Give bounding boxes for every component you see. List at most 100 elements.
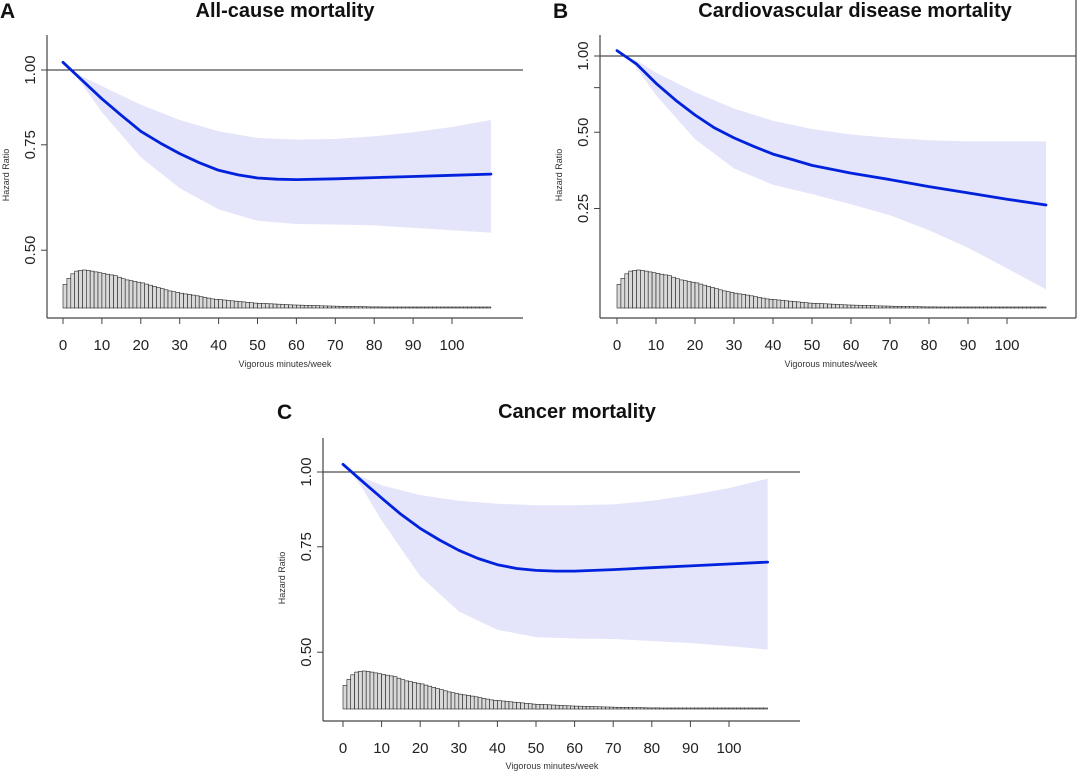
histogram-bar xyxy=(385,674,390,710)
histogram-bar xyxy=(636,707,641,710)
histogram-bar xyxy=(842,304,848,309)
histogram-bar xyxy=(574,705,579,710)
histogram-bar xyxy=(854,304,860,309)
histogram-bar xyxy=(412,306,418,309)
histogram-bar xyxy=(963,306,969,309)
y-tick-label: 1.00 xyxy=(22,55,39,84)
histogram-bar xyxy=(241,301,247,309)
histogram-bar xyxy=(466,694,471,710)
histogram-bar xyxy=(1030,306,1035,309)
histogram-bar xyxy=(152,285,157,309)
histogram-bar xyxy=(148,284,153,309)
histogram-bar xyxy=(508,701,514,710)
panel-letter: A xyxy=(0,0,15,23)
histogram-bar xyxy=(268,303,274,309)
histogram-bar xyxy=(991,306,996,309)
histogram-bar xyxy=(408,681,413,710)
histogram-bar xyxy=(747,707,753,710)
panel-c: C Cancer mortality Vigorous minutes/week… xyxy=(277,401,800,771)
histogram-bar xyxy=(226,300,231,309)
histogram-bar xyxy=(183,293,188,309)
x-tick-label: 80 xyxy=(366,337,383,354)
histogram-bar xyxy=(512,701,517,710)
histogram-bar xyxy=(827,303,832,309)
histogram-bar xyxy=(718,289,723,309)
x-tick-label: 60 xyxy=(843,337,860,354)
histogram-bar xyxy=(1014,306,1019,309)
x-tick-label: 20 xyxy=(687,337,704,354)
histogram-bar xyxy=(702,284,707,309)
x-tick-label: 70 xyxy=(327,337,344,354)
histogram-bar xyxy=(388,675,394,710)
histogram-bar xyxy=(245,301,250,309)
histogram-bar xyxy=(686,707,691,710)
histogram-bar xyxy=(423,684,429,710)
histogram-bar xyxy=(175,292,180,309)
x-tick-label: 100 xyxy=(439,337,464,354)
histogram-bar xyxy=(608,706,614,710)
x-tick-label: 50 xyxy=(804,337,821,354)
histogram-bar xyxy=(450,692,456,710)
histogram-bar xyxy=(404,306,410,309)
y-tick-label: 1.00 xyxy=(575,41,592,70)
hazard-ratio-line xyxy=(61,60,493,181)
histogram-bar xyxy=(705,707,710,710)
histogram-bar xyxy=(819,303,824,309)
histogram-bar xyxy=(128,280,134,309)
histogram-bar xyxy=(74,270,79,309)
histogram-bar xyxy=(358,671,363,710)
histogram-bar xyxy=(377,306,383,309)
x-tick-label: 40 xyxy=(489,740,506,757)
histogram-bar xyxy=(709,707,714,710)
histogram-bar xyxy=(714,288,719,309)
histogram-bar xyxy=(597,706,602,710)
histogram-bar xyxy=(924,306,930,309)
y-tick-label: 0.75 xyxy=(298,532,315,561)
histogram-bar xyxy=(527,703,533,710)
histogram-bar xyxy=(264,303,270,309)
histogram-bar xyxy=(744,707,749,710)
histogram-bar xyxy=(932,306,938,309)
histogram-bar xyxy=(776,299,782,309)
histogram-bar xyxy=(454,693,460,710)
histogram-bar xyxy=(1018,306,1023,309)
x-tick-label: 90 xyxy=(682,740,699,757)
histogram-bar xyxy=(862,305,867,309)
histogram-bar xyxy=(500,700,506,710)
histogram-bar xyxy=(486,306,492,309)
x-tick-label: 10 xyxy=(648,337,665,354)
histogram-bar xyxy=(690,707,695,710)
histogram-bar xyxy=(350,306,356,309)
histogram-bar xyxy=(477,697,483,710)
confidence-band xyxy=(624,56,1046,290)
histogram-bar xyxy=(741,293,746,309)
histogram-bar xyxy=(160,288,165,309)
histogram-bar xyxy=(481,698,487,710)
histogram-bar xyxy=(535,703,541,710)
histogram-bar xyxy=(358,306,363,309)
histogram-bar xyxy=(195,295,200,309)
histogram-bar xyxy=(721,290,727,309)
histogram-bar xyxy=(478,306,484,309)
histogram-bar xyxy=(354,671,359,710)
histogram-bar xyxy=(850,304,856,309)
histogram-bar xyxy=(670,707,676,710)
histogram-bar xyxy=(682,707,687,710)
histogram-bar xyxy=(792,301,797,309)
histogram-bar xyxy=(346,679,352,710)
histogram-bar xyxy=(975,306,980,309)
histogram-bar xyxy=(222,299,227,309)
histogram-bar xyxy=(307,305,313,309)
x-tick-label: 30 xyxy=(726,337,743,354)
histogram-bar xyxy=(451,306,457,309)
histogram-bar xyxy=(105,273,110,309)
histogram-bar xyxy=(713,707,718,710)
histogram-bar xyxy=(276,303,282,309)
histogram-bar xyxy=(566,705,572,710)
histogram-bar xyxy=(416,306,422,309)
chart-title: Cancer mortality xyxy=(498,401,657,423)
histogram-bar xyxy=(651,707,656,710)
confidence-band xyxy=(70,70,491,233)
histogram-bar xyxy=(913,306,918,309)
histogram-bar xyxy=(303,304,309,309)
